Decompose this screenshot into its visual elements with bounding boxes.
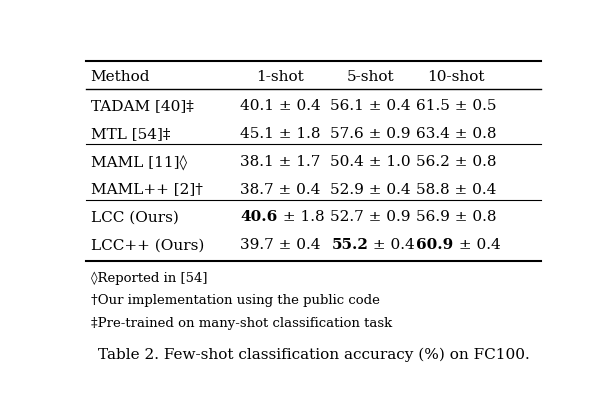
Text: ± 0.4: ± 0.4: [453, 238, 501, 252]
Text: 57.6 ± 0.9: 57.6 ± 0.9: [330, 127, 411, 141]
Text: 38.7 ± 0.4: 38.7 ± 0.4: [241, 182, 321, 196]
Text: MAML [11]◊: MAML [11]◊: [91, 154, 187, 169]
Text: 63.4 ± 0.8: 63.4 ± 0.8: [416, 127, 496, 141]
Text: 40.6: 40.6: [241, 210, 278, 224]
Text: 61.5 ± 0.5: 61.5 ± 0.5: [416, 99, 496, 113]
Text: ‡Pre-trained on many-shot classification task: ‡Pre-trained on many-shot classification…: [91, 316, 392, 329]
Text: 50.4 ± 1.0: 50.4 ± 1.0: [330, 155, 411, 169]
Text: TADAM [40]‡: TADAM [40]‡: [91, 99, 193, 113]
Text: 56.2 ± 0.8: 56.2 ± 0.8: [416, 155, 496, 169]
Text: †Our implementation using the public code: †Our implementation using the public cod…: [91, 293, 379, 306]
Text: 55.2: 55.2: [331, 238, 368, 252]
Text: 56.1 ± 0.4: 56.1 ± 0.4: [330, 99, 411, 113]
Text: 38.1 ± 1.7: 38.1 ± 1.7: [241, 155, 321, 169]
Text: MAML++ [2]†: MAML++ [2]†: [91, 182, 203, 196]
Text: 58.8 ± 0.4: 58.8 ± 0.4: [416, 182, 496, 196]
Text: Method: Method: [91, 70, 150, 84]
Text: 40.1 ± 0.4: 40.1 ± 0.4: [240, 99, 321, 113]
Text: 52.7 ± 0.9: 52.7 ± 0.9: [330, 210, 411, 224]
Text: 5-shot: 5-shot: [347, 70, 394, 84]
Text: LCC++ (Ours): LCC++ (Ours): [91, 238, 204, 252]
Text: 45.1 ± 1.8: 45.1 ± 1.8: [240, 127, 321, 141]
Text: LCC (Ours): LCC (Ours): [91, 210, 179, 224]
Text: Table 2. Few-shot classification accuracy (%) on FC100.: Table 2. Few-shot classification accurac…: [98, 346, 529, 361]
Text: MTL [54]‡: MTL [54]‡: [91, 127, 170, 141]
Text: ± 1.8: ± 1.8: [278, 210, 325, 224]
Text: ± 0.4: ± 0.4: [368, 238, 415, 252]
Text: ◊Reported in [54]: ◊Reported in [54]: [91, 271, 207, 284]
Text: 39.7 ± 0.4: 39.7 ± 0.4: [240, 238, 321, 252]
Text: 52.9 ± 0.4: 52.9 ± 0.4: [330, 182, 411, 196]
Text: 56.9 ± 0.8: 56.9 ± 0.8: [416, 210, 496, 224]
Text: 60.9: 60.9: [416, 238, 453, 252]
Text: 1-shot: 1-shot: [256, 70, 304, 84]
Text: 10-shot: 10-shot: [427, 70, 485, 84]
